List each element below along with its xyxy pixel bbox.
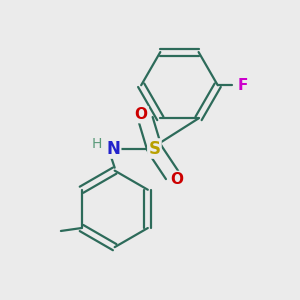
Text: H: H — [92, 137, 102, 151]
Text: F: F — [238, 78, 248, 93]
Text: S: S — [148, 140, 160, 158]
Text: N: N — [106, 140, 120, 158]
Text: O: O — [170, 172, 183, 187]
Text: O: O — [135, 107, 148, 122]
